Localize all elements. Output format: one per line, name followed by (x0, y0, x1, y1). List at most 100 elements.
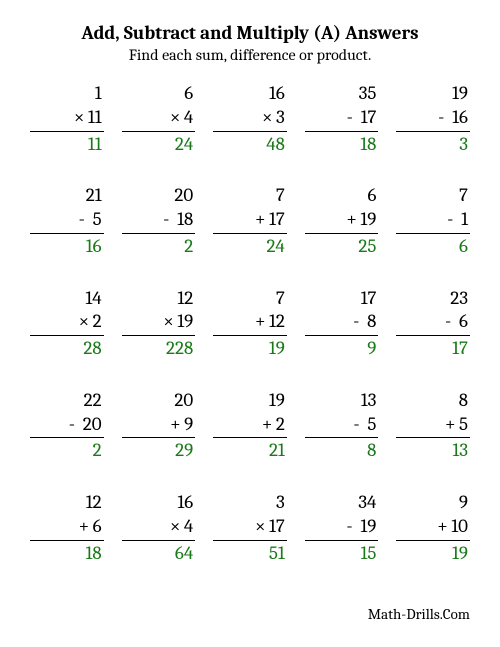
problem: 35-1718 (305, 82, 379, 156)
operand-a: 14 (30, 287, 104, 311)
answer: 9 (305, 336, 379, 361)
problem: 12×19228 (122, 287, 196, 361)
problem: 8+513 (396, 389, 470, 463)
problem: 14×228 (30, 287, 104, 361)
problem: 7-16 (396, 184, 470, 258)
operand-b: 20 (83, 413, 102, 435)
operand-b: 6 (459, 310, 468, 332)
operand-a: 34 (305, 491, 379, 515)
operand-a: 16 (213, 82, 287, 106)
operand-a: 16 (122, 491, 196, 515)
answer: 2 (30, 438, 104, 463)
operand-a: 22 (30, 389, 104, 413)
answer: 48 (213, 132, 287, 157)
operand-a: 17 (305, 287, 379, 311)
operator: × (170, 515, 184, 539)
operand-b-line: ×19 (122, 310, 196, 336)
problem: 1×11 11 (30, 82, 104, 156)
operator: - (69, 413, 83, 437)
operand-b-line: +5 (396, 413, 470, 439)
operand-b: 11 (88, 106, 102, 128)
answer: 24 (122, 132, 196, 157)
operand-b: 2 (93, 310, 102, 332)
answer: 15 (305, 541, 379, 566)
operand-a: 12 (30, 491, 104, 515)
operand-b: 17 (361, 106, 377, 128)
operand-b-line: ×4 (122, 515, 196, 541)
answer: 64 (122, 541, 196, 566)
answer: 13 (396, 438, 470, 463)
problem: 20-182 (122, 184, 196, 258)
operator: + (437, 515, 451, 539)
problem: 34-1915 (305, 491, 379, 565)
operand-b-line: ×17 (213, 515, 287, 541)
problem: 17-89 (305, 287, 379, 361)
operand-b: 3 (276, 106, 285, 128)
operator: × (74, 106, 88, 130)
operand-b-line: +19 (305, 208, 379, 234)
operand-b: 18 (177, 208, 193, 230)
problem: 21-516 (30, 184, 104, 258)
answer: 11 (30, 132, 104, 157)
operand-a: 3 (213, 491, 287, 515)
page-subtitle: Find each sum, difference or product. (30, 46, 470, 64)
operator: - (347, 106, 361, 130)
answer: 21 (213, 438, 287, 463)
operand-b: 6 (93, 515, 102, 537)
operand-b-line: -20 (30, 413, 104, 439)
operator: - (163, 208, 177, 232)
problem: 9+10 19 (396, 491, 470, 565)
operator: - (447, 208, 461, 232)
operand-b-line: -18 (122, 208, 196, 234)
operand-b-line: -19 (305, 515, 379, 541)
answer: 6 (396, 234, 470, 259)
operator: + (255, 310, 269, 334)
operand-a: 13 (305, 389, 379, 413)
problem: 23-617 (396, 287, 470, 361)
operand-b-line: -16 (396, 106, 470, 132)
answer: 19 (396, 541, 470, 566)
operand-a: 21 (30, 184, 104, 208)
page-title: Add, Subtract and Multiply (A) Answers (30, 22, 470, 44)
operator: + (79, 515, 93, 539)
operand-b: 10 (451, 515, 468, 537)
operator: × (79, 310, 93, 334)
footer-text: Math-Drills.Com (368, 605, 470, 623)
answer: 16 (30, 234, 104, 259)
operand-a: 12 (122, 287, 196, 311)
operand-b-line: -17 (305, 106, 379, 132)
operand-b: 19 (177, 310, 193, 332)
operand-b: 8 (367, 310, 376, 332)
operand-b-line: ×4 (122, 106, 196, 132)
operand-b: 17 (269, 208, 285, 230)
problems-grid: 1×11116×42416×34835-171819-16321-51620-1… (30, 82, 470, 565)
operator: × (170, 106, 184, 130)
operand-b-line: -8 (305, 310, 379, 336)
operator: + (346, 208, 360, 232)
answer: 2 (122, 234, 196, 259)
operand-a: 7 (396, 184, 470, 208)
operator: × (163, 310, 177, 334)
answer: 18 (30, 541, 104, 566)
operator: - (353, 413, 367, 437)
operand-b: 4 (184, 106, 193, 128)
operand-b: 9 (184, 413, 193, 435)
operator: + (445, 413, 459, 437)
operand-a: 6 (122, 82, 196, 106)
operand-a: 1 (30, 82, 104, 106)
operator: - (445, 310, 459, 334)
answer: 18 (305, 132, 379, 157)
operand-b-line: +12 (213, 310, 287, 336)
operand-a: 6 (305, 184, 379, 208)
problem: 19+221 (213, 389, 287, 463)
operand-a: 23 (396, 287, 470, 311)
problem: 19-163 (396, 82, 470, 156)
problem: 3×1751 (213, 491, 287, 565)
operand-a: 9 (396, 491, 470, 515)
operator: × (262, 106, 276, 130)
operand-b: 16 (452, 106, 468, 128)
operand-a: 20 (122, 389, 196, 413)
operand-b-line: -5 (30, 208, 104, 234)
operator: - (438, 106, 452, 130)
problem: 6×424 (122, 82, 196, 156)
